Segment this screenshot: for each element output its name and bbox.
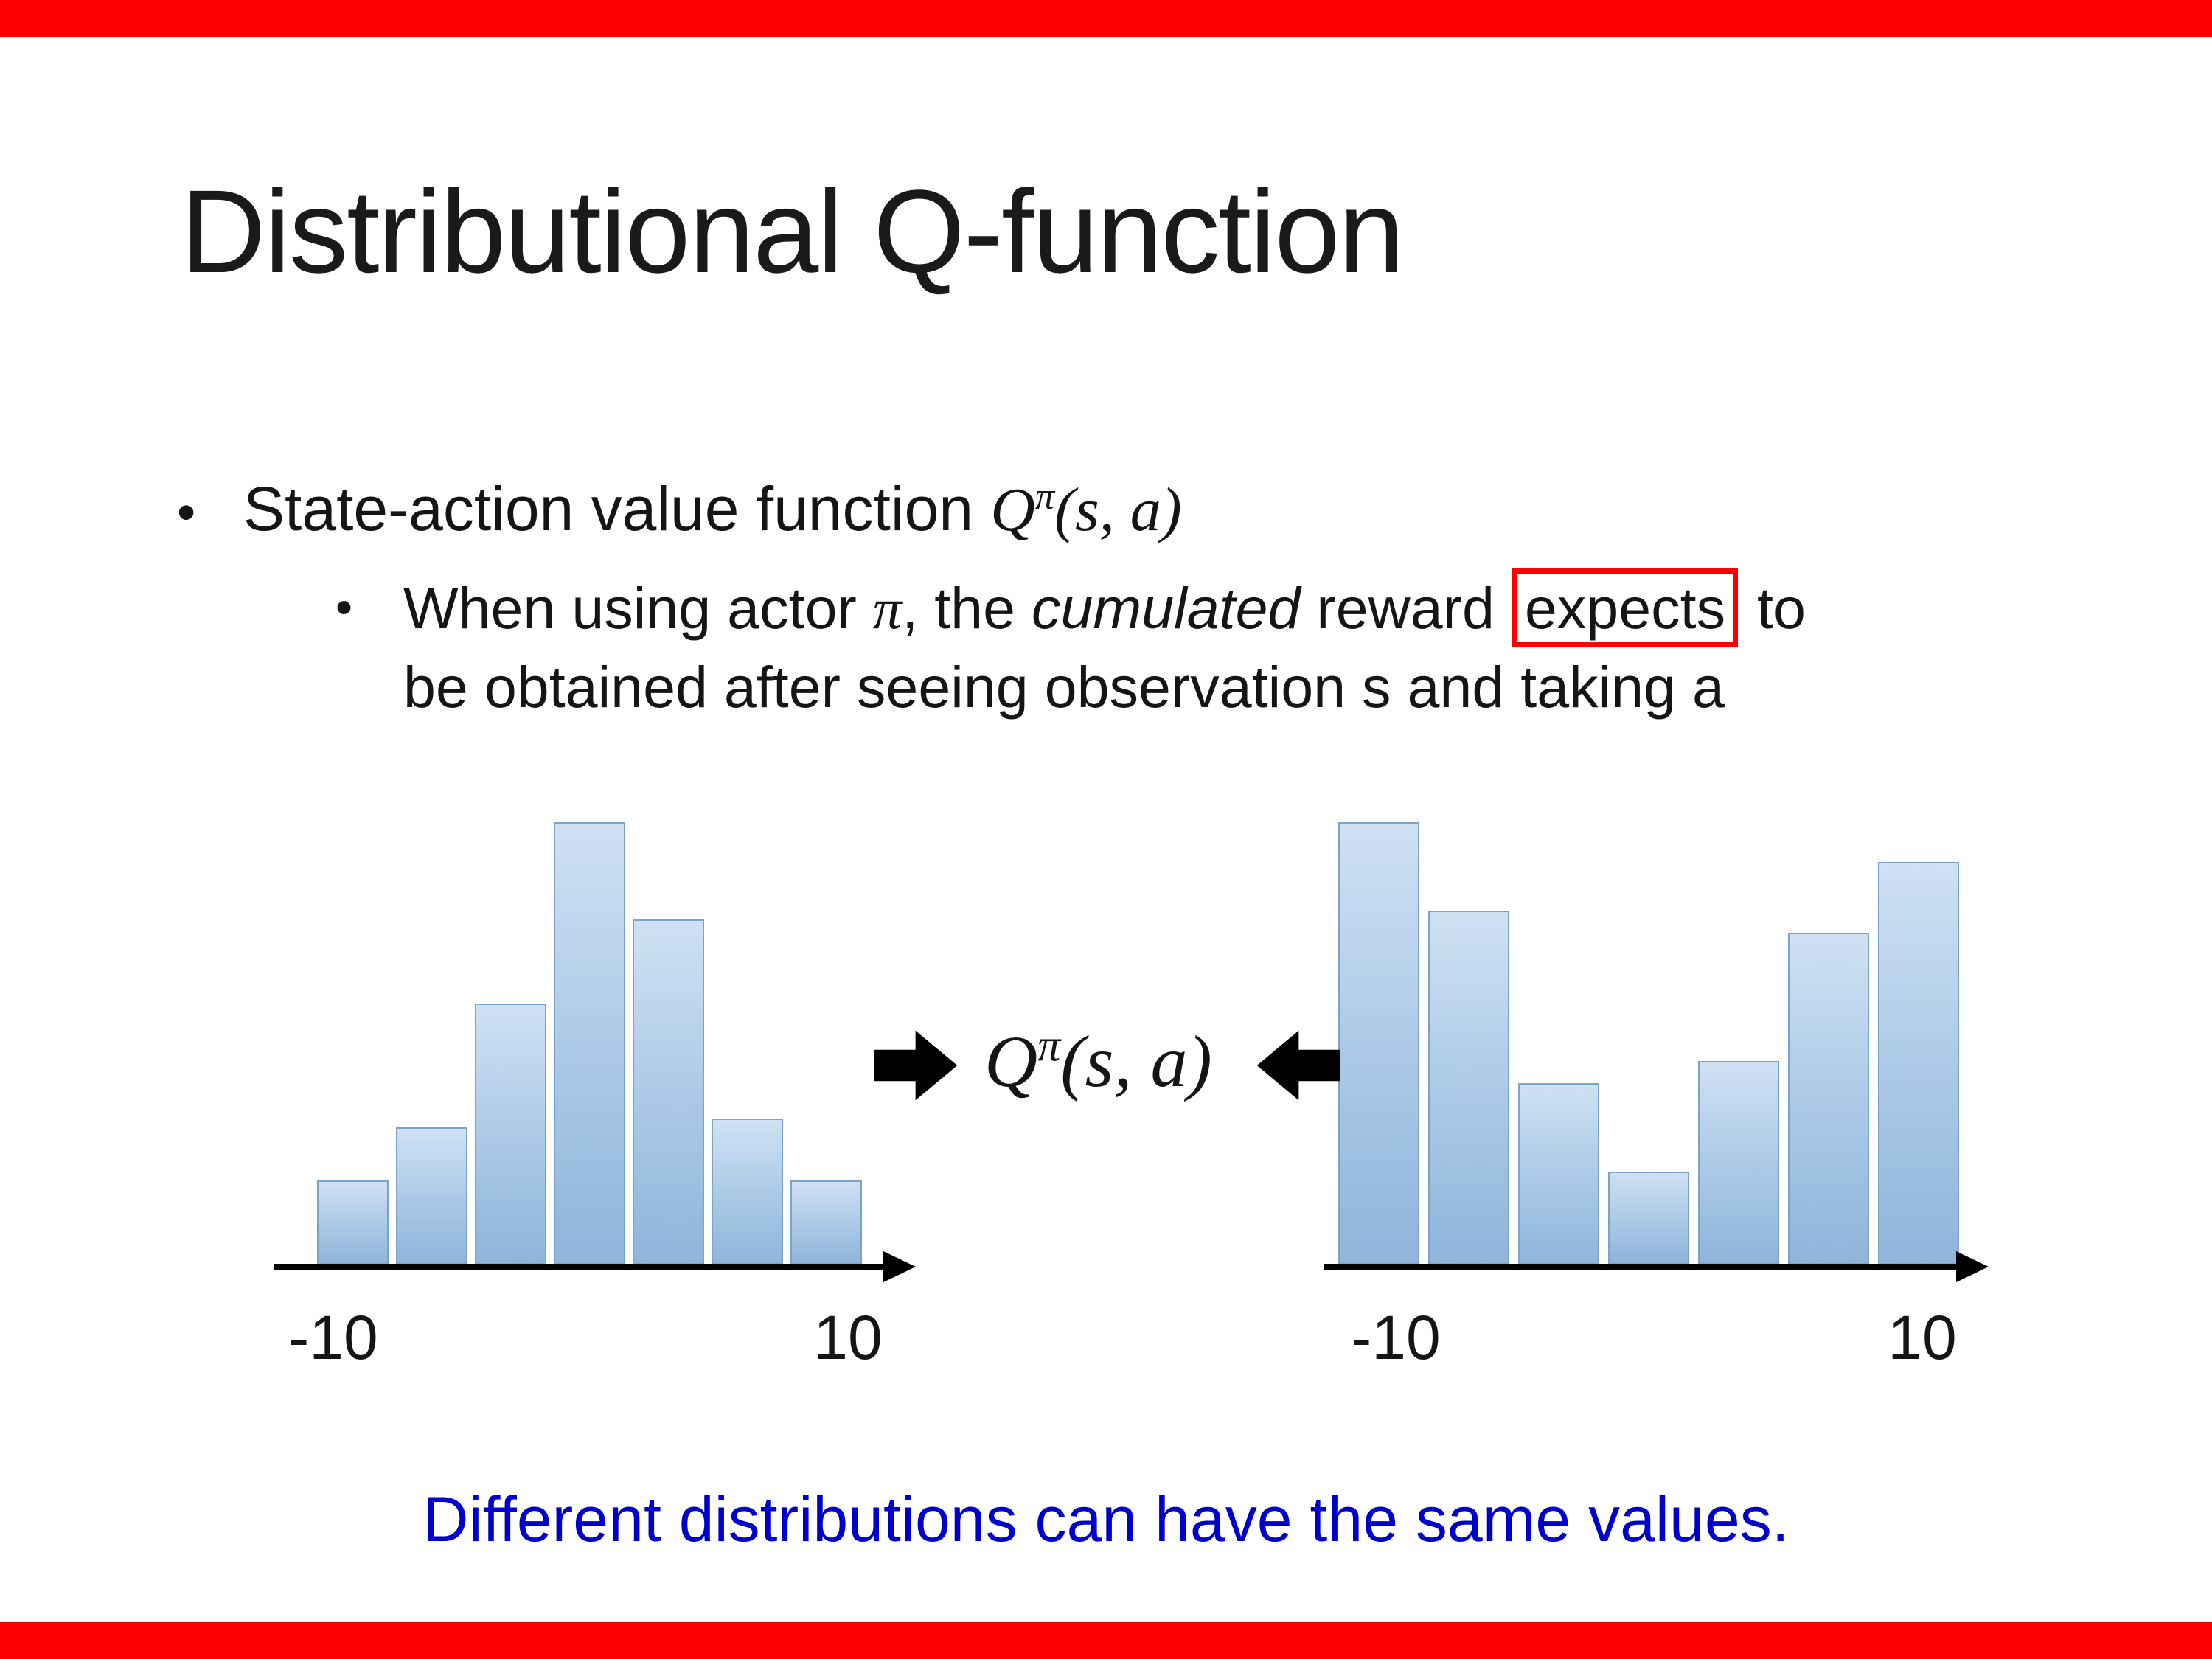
bullet-state-action-value: • State-action value function Qπ(s, a)	[177, 473, 1182, 546]
right-axis-label-neg10: -10	[1351, 1303, 1441, 1372]
histogram-bar	[475, 1004, 546, 1265]
histogram-bar	[712, 1119, 783, 1265]
block-arrow-right-pointing-icon	[874, 1022, 961, 1109]
right-axis-label-pos10: 10	[1888, 1303, 1957, 1372]
left-axis-label-pos10: 10	[813, 1303, 883, 1372]
left-axis-label-neg10: -10	[288, 1303, 378, 1372]
histogram-bar	[1878, 862, 1959, 1265]
bullet1-text: State-action value function	[243, 474, 991, 543]
math-pi-inline: π	[872, 577, 902, 641]
histogram-bar	[317, 1180, 389, 1265]
histogram-bar	[554, 822, 625, 1265]
sub-bullet-marker: •	[335, 580, 353, 634]
math-pi-superscript: π	[1034, 476, 1055, 518]
math-pi-superscript: π	[1037, 1020, 1061, 1071]
slide-title: Distributional Q-function	[181, 165, 1404, 297]
sub-text-3: reward	[1300, 575, 1511, 641]
italic-cumulated: cumulated	[1031, 575, 1301, 641]
q-function-center-math: Qπ(s, a)	[984, 1019, 1212, 1104]
math-q: Q	[984, 1020, 1038, 1102]
bullet-marker: •	[177, 483, 196, 542]
top-red-strip	[0, 0, 2212, 37]
right-histogram	[1338, 822, 1959, 1265]
histogram-bar	[1338, 822, 1419, 1265]
histogram-bar	[633, 919, 704, 1265]
histogram-bar	[1428, 911, 1509, 1265]
left-x-axis	[274, 1251, 916, 1282]
sub-text-1: When using actor	[403, 575, 873, 641]
red-box-expects-highlight: expects	[1512, 568, 1739, 647]
q-function-math: Qπ(s, a)	[990, 476, 1181, 544]
bullet1-wrap: State-action value function Qπ(s, a)	[243, 473, 1182, 546]
conclusion-text: Different distributions can have the sam…	[422, 1484, 1790, 1555]
axis-arrowhead-icon	[883, 1251, 916, 1282]
axis-arrowhead-icon	[1956, 1251, 1989, 1282]
histogram-bar	[1698, 1061, 1779, 1265]
histogram-bar	[1788, 933, 1869, 1265]
histogram-bar	[396, 1127, 467, 1265]
sub-bullet-cumulated-reward: • When using actor π, the cumulated rewa…	[335, 568, 2105, 726]
block-arrow-left-pointing-icon	[1253, 1022, 1340, 1109]
sub-bullet-text: When using actor π, the cumulated reward…	[403, 568, 1806, 726]
math-args: (s, a)	[1054, 476, 1182, 544]
histogram-bar	[1518, 1083, 1599, 1265]
sub-text-2: , the	[902, 575, 1032, 641]
bottom-red-strip	[0, 1622, 2212, 1659]
histogram-bar	[790, 1180, 862, 1265]
left-histogram	[317, 822, 862, 1265]
math-args: (s, a)	[1060, 1020, 1212, 1102]
right-x-axis	[1324, 1251, 1989, 1282]
sub-text-line2: be obtained after seeing observation s a…	[403, 654, 1725, 720]
sub-text-4: to	[1741, 575, 1806, 641]
histogram-bar	[1608, 1172, 1689, 1265]
math-q: Q	[990, 476, 1035, 544]
